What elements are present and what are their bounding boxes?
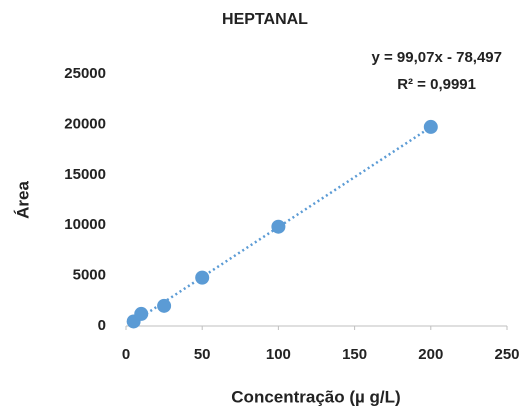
- x-tick-label: 250: [494, 346, 519, 363]
- x-tick-label: 100: [266, 346, 291, 363]
- equation: y = 99,07x - 78,497: [371, 49, 502, 66]
- point: [423, 119, 438, 134]
- r-squared: R² = 0,9991: [397, 76, 476, 93]
- y-tick-label: 5000: [73, 267, 106, 284]
- point: [134, 306, 149, 321]
- y-tick-label: 15000: [64, 166, 106, 183]
- y-axis-label: Área: [13, 181, 32, 219]
- x-tick-label: 200: [418, 346, 443, 363]
- y-tick-label: 20000: [64, 115, 106, 132]
- point: [195, 270, 210, 285]
- y-tick-label: 25000: [64, 65, 106, 82]
- x-tick-label: 50: [194, 346, 211, 363]
- y-tick-label: 10000: [64, 216, 106, 233]
- x-tick-label: 0: [122, 346, 130, 363]
- point: [157, 298, 172, 313]
- trendline: [132, 126, 432, 324]
- x-axis-label: Concentração (µ g/L): [231, 387, 400, 406]
- point: [271, 219, 286, 234]
- y-tick-label: 0: [98, 317, 106, 334]
- x-tick-label: 150: [342, 346, 367, 363]
- chart-title: HEPTANAL: [222, 11, 308, 28]
